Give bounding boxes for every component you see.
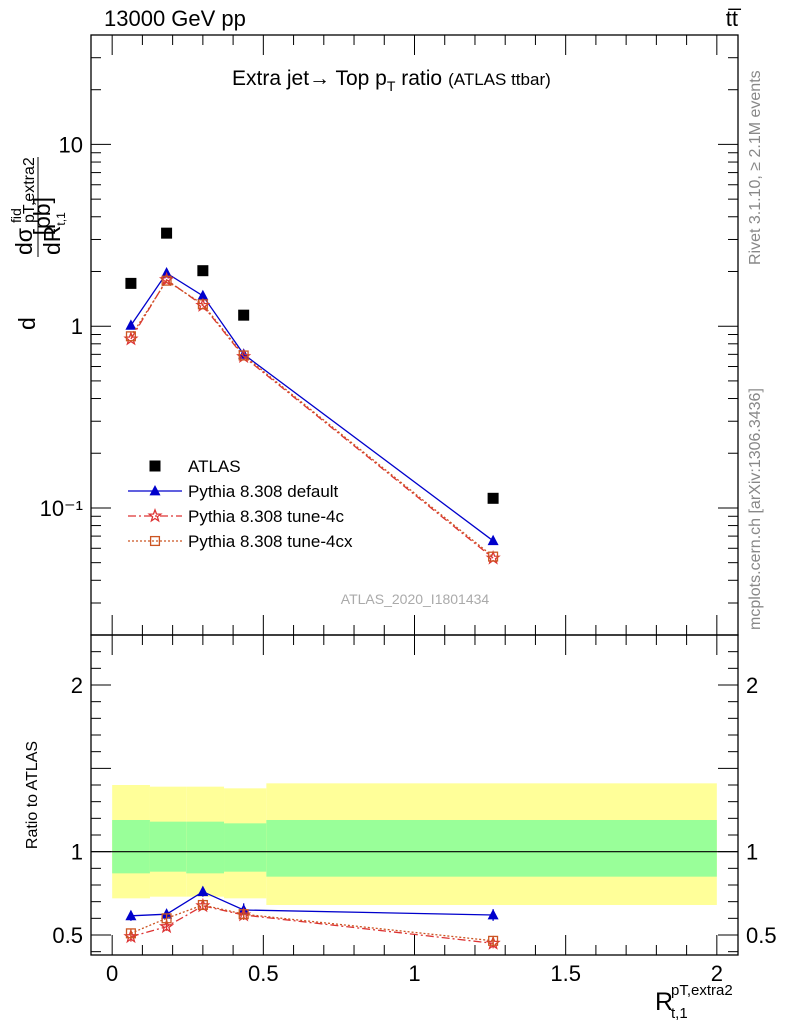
legend-label: Pythia 8.308 default: [188, 482, 339, 501]
process-label: tt̅: [726, 6, 742, 31]
data-point: [125, 331, 136, 342]
legend-entry: Pythia 8.308 tune-4cx: [128, 532, 353, 551]
ratio-point: [161, 913, 172, 924]
legend-marker: [149, 460, 161, 472]
svg-text:d: d: [14, 317, 40, 330]
x-tick-label: 0.5: [248, 961, 279, 986]
svg-text:dRt,1: dRt,1: [39, 212, 68, 255]
rivet-label: Rivet 3.1.10, ≥ 2.1M events: [747, 70, 764, 265]
uncertainty-band-green: [112, 820, 150, 874]
data-point: [197, 289, 209, 301]
svg-text:pT,extra2: pT,extra2: [21, 157, 38, 223]
ratio-panel: 0.5 0.5 1 1 2 2 0 0.5 1 1.5 2 Ratio to ATLAS R pT,…: [24, 634, 777, 1022]
uncertainty-band-green: [224, 823, 267, 872]
ratio-point: [125, 928, 136, 939]
ratio-y-tick-label-right: 1: [746, 840, 758, 865]
ratio-series-open-square: [125, 899, 499, 946]
x-tick-label: 0: [106, 961, 118, 986]
legend-entry: ATLAS: [149, 457, 241, 476]
x-tick-label: 1: [408, 961, 420, 986]
ratio-y-axis-label: Ratio to ATLAS: [24, 741, 41, 849]
plot-title: Extra jet→ Top pT ratio (ATLAS ttbar): [232, 67, 551, 94]
ratio-y-tick-label-right: 0.5: [746, 923, 777, 948]
legend-marker: [149, 535, 161, 547]
legend-label: Pythia 8.308 tune-4cx: [188, 532, 353, 551]
legend: ATLAS Pythia 8.308 default Pythia 8.308 tu…: [128, 457, 353, 551]
svg-text:dσ: dσ: [11, 228, 37, 255]
legend-label: Pythia 8.308 tune-4c: [188, 507, 344, 526]
mcplots-label: mcplots.cern.ch [arXiv:1306.3436]: [747, 388, 764, 630]
x-tick-label: 1.5: [550, 961, 581, 986]
main-y-tick-label: 1: [71, 314, 83, 339]
series-line: [130, 279, 494, 558]
ratio-point: [487, 908, 499, 920]
series-line: [130, 278, 494, 559]
data-point: [125, 319, 137, 330]
series-open-square: [125, 275, 499, 562]
data-point: [488, 551, 499, 562]
main-y-tick-label: 10: [59, 132, 83, 157]
data-point: [238, 348, 250, 359]
analysis-label: ATLAS_2020_I1801434: [341, 591, 490, 607]
ratio-point: [488, 935, 499, 946]
legend-label: ATLAS: [188, 457, 241, 476]
main-panel: 10⁻¹ 1 10 Extra jet→ Top pT ratio (ATLAS tt…: [8, 34, 739, 636]
energy-label: 13000 GeV pp: [104, 6, 246, 31]
legend-entry: Pythia 8.308 tune-4c: [128, 507, 344, 526]
ratio-y-tick-label: 0.5: [52, 923, 83, 948]
x-axis-label: R: [655, 988, 673, 1016]
x-axis-label-sub: t,1: [671, 1005, 688, 1022]
main-y-tick-label: 10⁻¹: [40, 496, 83, 521]
x-axis-label-sup: pT,extra2: [671, 982, 733, 999]
data-point: [487, 492, 499, 504]
legend-marker: [149, 484, 161, 496]
series-triangle: [125, 267, 499, 546]
x-tick-label: 2: [711, 961, 723, 986]
legend-entry: Pythia 8.308 default: [128, 482, 339, 501]
data-point: [487, 534, 499, 546]
ratio-point: [158, 918, 175, 934]
series-square: [125, 227, 499, 504]
main-y-axis-label: [pb] pT,extra2 fid dσ dRt,1 d: [8, 157, 68, 330]
uncertainty-band-green: [186, 821, 225, 874]
ratio-y-tick-label: 1: [71, 840, 83, 865]
ratio-point: [125, 909, 137, 921]
data-point: [125, 277, 137, 289]
ratio-point: [197, 899, 208, 911]
data-point: [238, 350, 249, 361]
data-point: [238, 309, 250, 321]
ratio-line: [130, 904, 494, 942]
ratio-y-tick-label: 2: [71, 673, 83, 698]
ratio-series-star: [123, 897, 501, 950]
svg-text:fid: fid: [8, 208, 24, 223]
data-point: [161, 227, 173, 239]
svg-text:[pb]: [pb]: [29, 197, 55, 235]
data-point: [197, 265, 209, 277]
legend-marker: [147, 508, 163, 523]
ratio-point: [238, 909, 249, 920]
data-point: [161, 275, 172, 286]
ratio-y-tick-label-right: 2: [746, 673, 758, 698]
data-point: [197, 299, 208, 310]
uncertainty-band-green: [266, 820, 717, 877]
ratio-line: [130, 905, 494, 944]
uncertainty-band-green: [149, 821, 187, 872]
ratio-point: [197, 885, 209, 897]
